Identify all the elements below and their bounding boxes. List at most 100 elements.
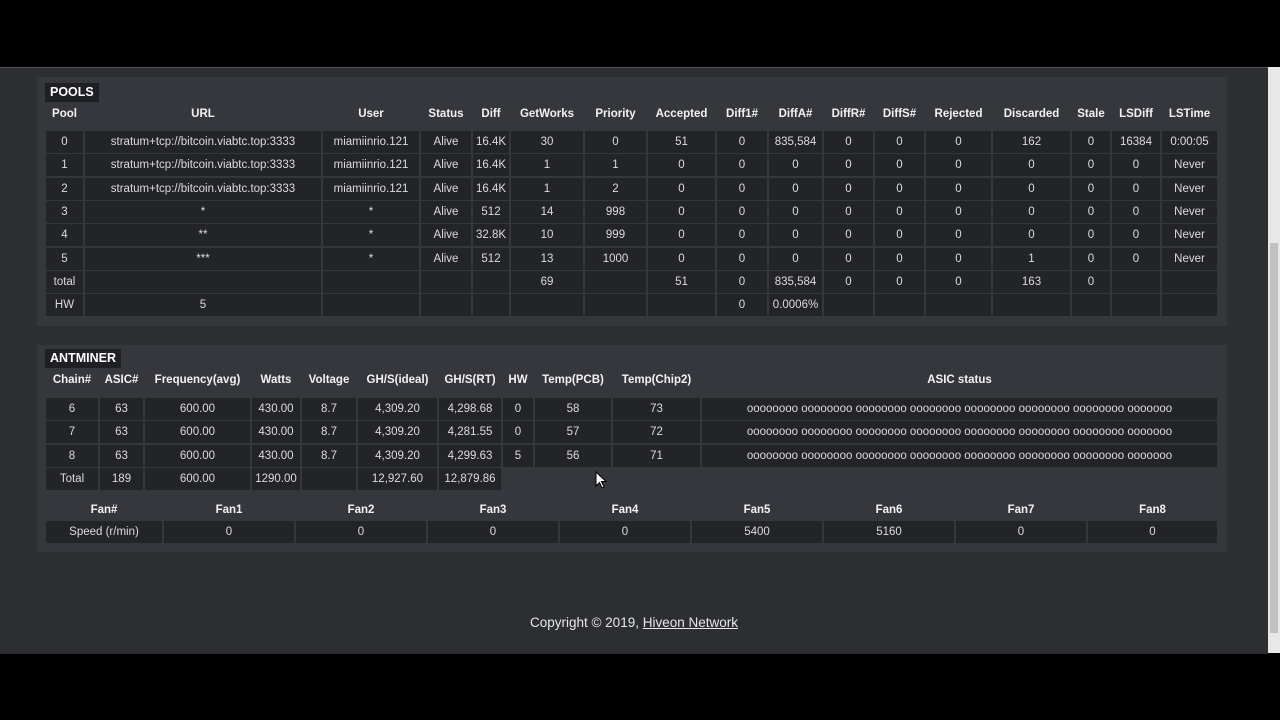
table-cell: 32.8K	[473, 224, 509, 247]
column-header: DiffS#	[882, 108, 917, 120]
footer: Copyright © 2019, Hiveon Network	[0, 615, 1268, 630]
table-cell: 4,309.20	[358, 421, 437, 444]
table-cell: 0	[1072, 200, 1110, 223]
table-cell: 2	[585, 177, 646, 200]
empty-cell	[824, 294, 873, 317]
table-cell: 0	[875, 154, 924, 177]
table-cell: 1	[511, 154, 583, 177]
empty-cell	[473, 270, 509, 293]
table-cell: 189	[100, 467, 143, 490]
table-cell: 0	[560, 521, 690, 543]
empty-cell	[323, 294, 419, 317]
table-cell: 71	[613, 444, 700, 467]
table-cell: 0	[46, 131, 83, 153]
table-cell: 0	[717, 294, 767, 317]
table-cell: 0	[1112, 224, 1160, 247]
column-header: URL	[191, 108, 215, 120]
table-cell: Speed (r/min)	[46, 521, 162, 543]
table-cell: Alive	[421, 177, 471, 200]
table-cell: 1	[511, 177, 583, 200]
table-cell: 600.00	[145, 444, 250, 467]
column-header: ASIC#	[104, 374, 139, 386]
column-header: Pool	[52, 108, 77, 120]
table-cell: 0	[824, 270, 873, 293]
table-cell: miamiinrio.121	[323, 131, 419, 153]
scrollbar[interactable]	[1268, 67, 1280, 653]
table-cell: 0	[956, 521, 1086, 543]
footer-link[interactable]: Hiveon Network	[642, 615, 739, 630]
empty-cell	[585, 270, 646, 293]
table-cell: 512	[473, 247, 509, 270]
column-header: Fan7	[1007, 504, 1035, 516]
table-cell: 0	[648, 247, 715, 270]
table-cell: oooooooo oooooooo oooooooo oooooooo oooo…	[702, 444, 1217, 467]
table-cell: 0	[1072, 247, 1110, 270]
column-header: LSDiff	[1119, 108, 1153, 120]
table-cell: 16.4K	[473, 154, 509, 177]
section-title: ANTMINER	[45, 349, 121, 368]
table-cell: 5	[46, 247, 83, 270]
column-header: Fan4	[611, 504, 639, 516]
empty-cell	[993, 294, 1070, 317]
column-header: Fan#	[90, 504, 118, 516]
table-cell: 0	[1112, 177, 1160, 200]
empty-cell	[85, 270, 321, 293]
empty-cell	[1162, 270, 1217, 293]
table-cell: 16384	[1112, 131, 1160, 153]
table-cell: 0	[769, 224, 822, 247]
empty-cell	[1112, 270, 1160, 293]
table-cell: 8	[46, 444, 98, 467]
table-cell: 600.00	[145, 421, 250, 444]
table-cell: Alive	[421, 154, 471, 177]
table-cell: 0	[1112, 200, 1160, 223]
table-cell: 999	[585, 224, 646, 247]
column-header: Accepted	[655, 108, 708, 120]
column-header: Fan1	[215, 504, 243, 516]
table-cell: 51	[648, 131, 715, 153]
table-cell: 10	[511, 224, 583, 247]
table-cell: 5	[503, 444, 533, 467]
mouse-cursor	[595, 471, 608, 489]
table-cell: 998	[585, 200, 646, 223]
table-cell: 0	[503, 398, 533, 420]
table-cell: 0	[1112, 154, 1160, 177]
table-cell: 512	[473, 200, 509, 223]
table-cell: 5160	[824, 521, 954, 543]
table-cell: 0	[648, 200, 715, 223]
table-cell: 0	[926, 270, 991, 293]
table-cell: 0	[993, 177, 1070, 200]
table-cell: 16.4K	[473, 131, 509, 153]
table-cell: 69	[511, 270, 583, 293]
table-cell: Never	[1162, 200, 1217, 223]
table-cell: Total	[46, 467, 98, 490]
table-cell: 430.00	[252, 444, 300, 467]
empty-cell	[1072, 294, 1110, 317]
table-cell: Alive	[421, 224, 471, 247]
empty-cell	[302, 467, 356, 490]
table-cell: 0	[824, 200, 873, 223]
empty-cell	[511, 294, 583, 317]
table-cell: 835,584	[769, 270, 822, 293]
table-cell: 0	[926, 154, 991, 177]
table-cell: 0.0006%	[769, 294, 822, 317]
table-cell: 0	[717, 224, 767, 247]
empty-cell	[1162, 294, 1217, 317]
column-header: GetWorks	[519, 108, 575, 120]
table-cell: 0	[875, 200, 924, 223]
table-cell: 8.7	[302, 444, 356, 467]
table-cell: 1	[46, 154, 83, 177]
column-header: Watts	[260, 374, 292, 386]
column-header: Diff	[481, 108, 501, 120]
table-cell: ***	[85, 247, 321, 270]
empty-cell	[875, 294, 924, 317]
table-cell: 0	[585, 131, 646, 153]
table-cell: 0	[769, 154, 822, 177]
table-cell: 56	[535, 444, 611, 467]
scroll-thumb[interactable]	[1270, 243, 1278, 633]
table-cell: 4,281.55	[439, 421, 501, 444]
table-cell: 0	[993, 200, 1070, 223]
table-cell: 0	[164, 521, 294, 543]
column-header: Chain#	[52, 374, 92, 386]
table-cell: 0	[926, 247, 991, 270]
table-cell: 0	[1088, 521, 1217, 543]
